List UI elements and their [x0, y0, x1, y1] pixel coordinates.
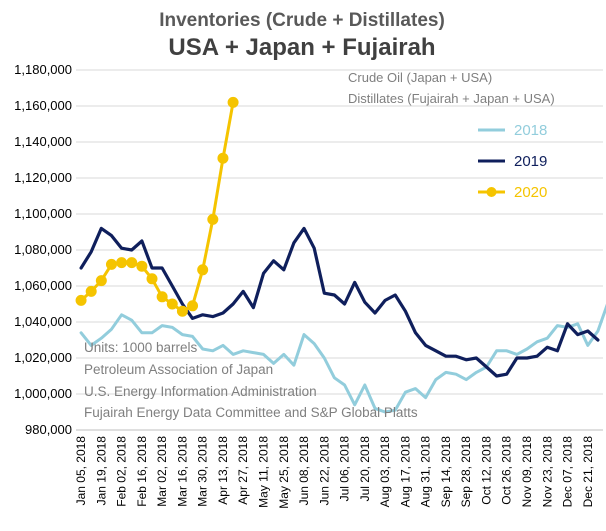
data-point-2020	[126, 257, 138, 269]
data-point-2020	[207, 213, 219, 225]
data-point-2020	[95, 275, 107, 287]
data-point-2020	[146, 273, 158, 285]
y-tick-label: 1,060,000	[14, 278, 72, 293]
series-line-2020	[79, 100, 235, 313]
note-units: Units: 1000 barrels	[84, 340, 198, 355]
x-tick-label: Aug 31, 2018	[419, 436, 433, 508]
chart-subtitle: USA + Japan + Fujairah	[168, 34, 435, 61]
x-tick-label: May 25, 2018	[277, 436, 291, 509]
x-tick-label: Sep 28, 2018	[459, 436, 473, 508]
x-tick-label: Jun 22, 2018	[317, 436, 331, 506]
x-tick-label: Apr 27, 2018	[236, 436, 250, 505]
y-tick-label: 1,160,000	[14, 98, 72, 113]
y-tick-label: 1,120,000	[14, 170, 72, 185]
note-source-eia: U.S. Energy Information Administration	[84, 384, 317, 399]
data-point-2020	[136, 260, 148, 272]
x-tick-label: Aug 03, 2018	[378, 436, 392, 508]
legend-item-2018: 2018	[478, 122, 547, 139]
annotation-crude: Crude Oil (Japan + USA)	[348, 70, 492, 85]
data-point-2020	[197, 264, 209, 276]
y-tick-label: 1,140,000	[14, 134, 72, 149]
x-tick-label: Dec 21, 2018	[581, 436, 595, 508]
series-2018	[79, 303, 606, 414]
data-point-2020	[156, 291, 168, 303]
x-tick-label: Mar 16, 2018	[175, 436, 189, 507]
x-tick-label: Feb 02, 2018	[115, 436, 129, 507]
x-tick-label: Aug 17, 2018	[398, 436, 412, 508]
data-point-2020	[187, 300, 199, 312]
data-point-2020	[217, 152, 229, 164]
y-tick-label: 1,040,000	[14, 314, 72, 329]
data-point-2020	[75, 294, 87, 306]
x-tick-label: Oct 12, 2018	[479, 436, 493, 505]
x-tick-label: Nov 23, 2018	[540, 436, 554, 508]
x-tick-label: Mar 02, 2018	[155, 436, 169, 507]
x-tick-label: Jul 20, 2018	[358, 436, 372, 502]
data-point-2020	[166, 298, 178, 310]
note-source-paj: Petroleum Association of Japan	[84, 362, 273, 377]
y-tick-label: 1,000,000	[14, 386, 72, 401]
legend-marker	[486, 187, 497, 197]
data-point-2020	[227, 96, 239, 108]
chart-title: Inventories (Crude + Distillates)	[159, 10, 445, 31]
series-line-2018	[79, 303, 606, 414]
gridlines	[76, 69, 603, 431]
data-point-2020	[85, 285, 97, 297]
legend: 2018 2019 2020	[478, 122, 547, 201]
series-lines	[75, 96, 606, 414]
x-axis: Jan 05, 2018 Jan 19, 2018 Feb 02, 2018 Feb …	[74, 429, 603, 509]
y-tick-label: 1,100,000	[14, 206, 72, 221]
legend-label: 2019	[514, 153, 547, 170]
series-line-2019	[79, 226, 600, 378]
data-point-2020	[105, 258, 117, 270]
legend-label: 2020	[514, 184, 547, 201]
legend-item-2020: 2020	[478, 184, 547, 201]
y-tick-label: 980,000	[25, 422, 72, 437]
y-axis: 980,000 1,000,000 1,020,000 1,040,000 1,060,…	[14, 62, 72, 437]
x-tick-label: Dec 07, 2018	[561, 436, 575, 508]
annotation-distillates: Distillates (Fujairah + Japan + USA)	[348, 91, 555, 106]
y-tick-label: 1,180,000	[14, 62, 72, 77]
note-source-fujairah: Fujairah Energy Data Committee and S&P G…	[84, 405, 418, 420]
legend-item-2019: 2019	[478, 153, 547, 170]
data-point-2020	[116, 257, 128, 269]
y-tick-label: 1,020,000	[14, 350, 72, 365]
series-2020	[75, 96, 239, 317]
x-tick-label: May 11, 2018	[256, 436, 270, 508]
x-tick-label: Sep 14, 2018	[439, 436, 453, 508]
x-tick-label: Feb 16, 2018	[135, 436, 149, 507]
legend-label: 2018	[514, 122, 547, 139]
x-tick-label: Jul 06, 2018	[338, 436, 352, 502]
x-tick-label: Jun 08, 2018	[297, 436, 311, 506]
x-tick-label: Mar 30, 2018	[196, 436, 210, 507]
x-tick-label: Apr 13, 2018	[216, 436, 230, 505]
series-2019	[79, 226, 600, 378]
x-tick-label: Oct 26, 2018	[500, 436, 514, 505]
data-point-2020	[176, 305, 188, 317]
x-tick-label: Nov 09, 2018	[520, 436, 534, 508]
y-tick-label: 1,080,000	[14, 242, 72, 257]
x-tick-label: Jan 19, 2018	[94, 436, 108, 506]
x-tick-label: Jan 05, 2018	[74, 436, 88, 506]
